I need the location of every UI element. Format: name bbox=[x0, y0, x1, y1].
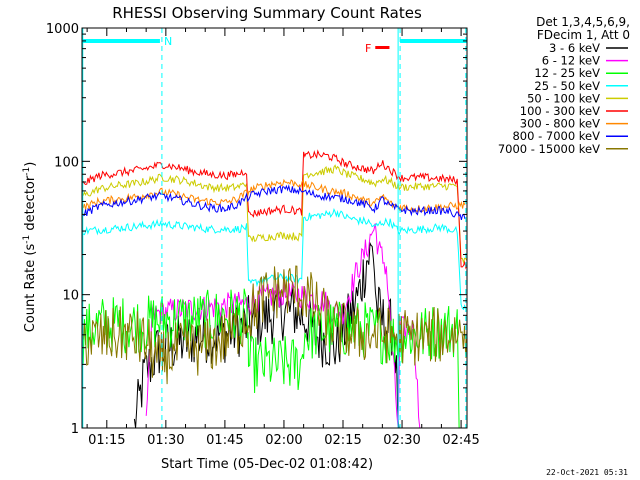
series-line-5 bbox=[82, 164, 468, 264]
x-tick-label-5: 02:15 bbox=[324, 433, 361, 448]
legend-label-3: 12 - 25 keV bbox=[534, 66, 600, 80]
y-tick-label-2: 10 bbox=[62, 289, 79, 304]
legend-label-8: 800 - 7000 keV bbox=[512, 129, 600, 143]
legend-label-6: 100 - 300 keV bbox=[520, 104, 600, 118]
y-axis-label: Count Rate (s-1 detector-1) bbox=[22, 162, 38, 333]
flare-flag-bar bbox=[375, 46, 390, 49]
x-axis-label: Start Time (05-Dec-02 01:08:42) bbox=[161, 457, 373, 472]
series-line-4 bbox=[82, 207, 468, 311]
legend: Det 1,3,4,5,6,9, FDecim 1, Att 0 3 - 6 k… bbox=[498, 15, 630, 156]
night-flag-bar-2 bbox=[400, 39, 467, 43]
x-tick-label-6: 02:30 bbox=[383, 433, 420, 448]
series-line-1 bbox=[133, 241, 400, 429]
legend-label-7: 300 - 800 keV bbox=[520, 117, 600, 131]
x-tick-label-3: 01:45 bbox=[206, 433, 243, 448]
x-tick-label-7: 02:45 bbox=[442, 433, 479, 448]
series-line-3 bbox=[82, 288, 460, 429]
legend-label-1: 3 - 6 keV bbox=[549, 41, 600, 55]
flare-flag-label: F bbox=[365, 42, 371, 55]
generation-timestamp: 22-Oct-2021 05:31 bbox=[546, 468, 628, 477]
x-tick-label-1: 01:15 bbox=[88, 433, 125, 448]
y-tick-label-3: 100 bbox=[54, 155, 79, 170]
plot-frame bbox=[81, 27, 468, 429]
legend-header-line-1: Det 1,3,4,5,6,9, bbox=[536, 15, 630, 29]
series-line-9 bbox=[82, 265, 468, 385]
legend-label-5: 50 - 100 keV bbox=[527, 91, 600, 105]
night-flag-label: N bbox=[164, 35, 172, 48]
legend-label-2: 6 - 12 keV bbox=[542, 54, 600, 68]
x-tick-label-4: 02:00 bbox=[265, 433, 302, 448]
series-line-6 bbox=[82, 149, 468, 270]
y-tick-label-4: 1000 bbox=[46, 22, 79, 37]
plot-area: N F 1 10 100 1000 01:15 01:30 01:45 02:00 02:15 02:… bbox=[46, 22, 480, 448]
night-flag-bar-1 bbox=[82, 39, 160, 43]
legend-label-9: 7000 - 15000 keV bbox=[498, 142, 600, 156]
legend-label-4: 25 - 50 keV bbox=[534, 79, 600, 93]
legend-header-line-2: FDecim 1, Att 0 bbox=[537, 28, 630, 42]
series-line-8 bbox=[83, 184, 466, 221]
y-tick-label-1: 1 bbox=[71, 422, 79, 437]
x-tick-label-2: 01:30 bbox=[147, 433, 184, 448]
chart-title: RHESSI Observing Summary Count Rates bbox=[112, 4, 422, 22]
